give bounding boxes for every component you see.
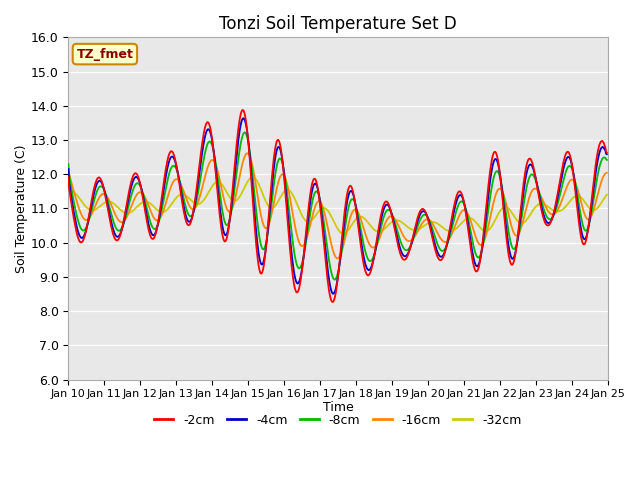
- -4cm: [130, 177, 138, 183]
- -32cm: [65, 191, 72, 197]
- -8cm: [130, 186, 138, 192]
- -2cm: [603, 150, 611, 156]
- -2cm: [65, 174, 72, 180]
- -8cm: [74, 218, 82, 224]
- -16cm: [603, 170, 611, 176]
- Line: -2cm: -2cm: [68, 110, 607, 302]
- -4cm: [420, 208, 428, 214]
- -32cm: [339, 231, 347, 237]
- -32cm: [404, 225, 412, 230]
- -2cm: [184, 222, 192, 228]
- -8cm: [65, 161, 72, 167]
- -16cm: [243, 150, 251, 156]
- -8cm: [213, 167, 221, 173]
- -4cm: [603, 151, 611, 157]
- -8cm: [331, 276, 339, 282]
- -32cm: [130, 207, 138, 213]
- -8cm: [404, 246, 412, 252]
- -4cm: [184, 218, 192, 224]
- -16cm: [420, 218, 428, 224]
- Legend: -2cm, -4cm, -8cm, -16cm, -32cm: -2cm, -4cm, -8cm, -16cm, -32cm: [149, 408, 527, 432]
- Line: -8cm: -8cm: [68, 132, 607, 279]
- -4cm: [404, 250, 412, 255]
- -32cm: [420, 223, 428, 228]
- -16cm: [65, 170, 72, 176]
- -32cm: [74, 193, 82, 199]
- -8cm: [241, 130, 248, 135]
- -16cm: [130, 198, 138, 204]
- X-axis label: Time: Time: [323, 401, 353, 414]
- -32cm: [603, 192, 611, 198]
- -16cm: [404, 238, 412, 244]
- Y-axis label: Soil Temperature (C): Soil Temperature (C): [15, 144, 28, 273]
- -2cm: [329, 299, 337, 305]
- -4cm: [74, 229, 82, 235]
- -32cm: [184, 194, 192, 200]
- -8cm: [184, 211, 192, 217]
- Title: Tonzi Soil Temperature Set D: Tonzi Soil Temperature Set D: [219, 15, 457, 33]
- -2cm: [213, 180, 221, 186]
- -8cm: [420, 212, 428, 217]
- -4cm: [240, 115, 248, 121]
- -16cm: [74, 203, 82, 209]
- -2cm: [420, 207, 428, 213]
- -2cm: [74, 235, 82, 241]
- -4cm: [65, 166, 72, 172]
- -2cm: [130, 172, 138, 178]
- -2cm: [239, 107, 246, 113]
- Text: TZ_fmet: TZ_fmet: [76, 48, 133, 60]
- -4cm: [330, 291, 337, 297]
- Line: -16cm: -16cm: [68, 153, 607, 258]
- -8cm: [603, 157, 611, 163]
- Line: -4cm: -4cm: [68, 118, 607, 294]
- -4cm: [213, 174, 221, 180]
- -2cm: [404, 251, 412, 257]
- -16cm: [184, 201, 192, 206]
- -16cm: [213, 165, 221, 170]
- Line: -32cm: -32cm: [68, 177, 607, 234]
- -32cm: [213, 179, 221, 185]
- -32cm: [249, 174, 257, 180]
- -16cm: [333, 255, 341, 261]
